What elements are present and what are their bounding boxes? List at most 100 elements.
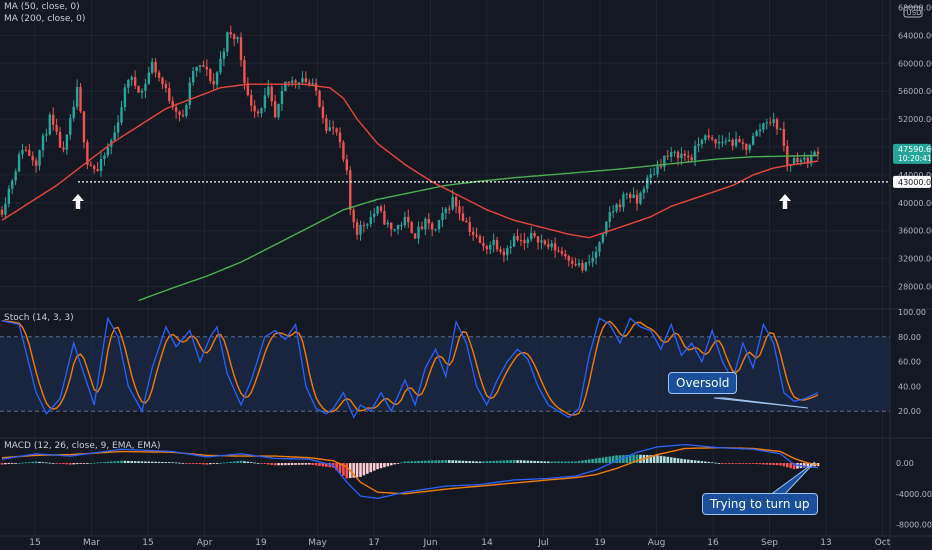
candle-body — [212, 80, 215, 85]
candle-body — [386, 222, 390, 225]
macd-histogram-bar — [499, 460, 502, 464]
macd-histogram-bar — [413, 461, 417, 464]
candle-body — [198, 65, 202, 67]
macd-histogram-bar — [21, 462, 24, 464]
candle-body — [755, 131, 758, 136]
countdown-label: 10:20:41 — [898, 154, 932, 163]
macd-histogram-bar — [772, 463, 775, 465]
macd-histogram-bar — [174, 462, 178, 464]
candle-body — [471, 231, 475, 235]
y-tick-label: 60000.00 — [898, 59, 932, 68]
candle-body — [581, 263, 584, 271]
macd-histogram-bar — [355, 463, 359, 478]
macd-histogram-bar — [762, 463, 765, 465]
candle-body — [390, 222, 393, 230]
candle-body — [362, 224, 366, 226]
macd-histogram-bar — [99, 462, 103, 464]
axes: 15 Mar 15 Apr 19 May 17 Jun 14 Jul 19 Aug 16 Sep 13 Oct… — [29, 3, 932, 548]
macd-histogram-bar — [68, 463, 72, 465]
macd-histogram-bar — [314, 463, 318, 466]
macd-histogram-bar — [645, 454, 649, 464]
macd-histogram-bar — [581, 460, 584, 464]
y-tick-label: 64000.00 — [898, 31, 932, 40]
macd-histogram-bar — [270, 463, 274, 465]
candle-body — [335, 128, 338, 133]
ma200-legend[interactable]: MA (200, close, 0) — [4, 14, 86, 24]
macd-histogram-bar — [55, 463, 58, 464]
candle-body — [751, 135, 755, 145]
macd-histogram-bar — [693, 460, 697, 464]
candle-body — [748, 144, 751, 150]
candle-body — [55, 124, 58, 132]
candle-body — [605, 221, 608, 234]
candle-body — [721, 141, 724, 143]
candle-body — [270, 86, 273, 102]
macd-histogram-bar — [765, 463, 769, 465]
candle-body — [243, 60, 246, 84]
macd-histogram-bar — [717, 463, 721, 464]
candle-body — [424, 218, 427, 230]
candle-body — [308, 82, 311, 85]
candle-body — [280, 91, 284, 104]
macd-tick-label: -8000.00 — [896, 520, 932, 529]
candle-body — [342, 142, 345, 160]
macd-histogram-bar — [45, 462, 48, 464]
macd-histogram-bar — [741, 463, 745, 464]
candle-body — [687, 155, 690, 158]
candle-body — [75, 87, 79, 107]
price-panel[interactable] — [0, 25, 890, 302]
macd-histogram-bar — [246, 461, 250, 464]
candle-body — [393, 229, 396, 231]
candle-body — [127, 79, 130, 88]
candle-body — [21, 149, 24, 155]
macd-histogram-bar — [690, 459, 693, 464]
macd-histogram-bar — [82, 463, 86, 464]
candle-body — [171, 100, 174, 108]
macd-histogram-bar — [226, 462, 229, 464]
candle-body — [349, 170, 352, 210]
candle-body — [796, 158, 799, 163]
turn-up-callout: Trying to turn up — [702, 493, 818, 515]
candle-body — [543, 240, 547, 245]
macd-histogram-bar — [502, 460, 506, 464]
candle-body — [140, 90, 144, 93]
candle-body — [130, 77, 133, 80]
candle-body — [410, 222, 413, 234]
candle-body — [775, 119, 779, 130]
macd-panel[interactable] — [0, 443, 820, 500]
candle-body — [461, 213, 465, 221]
candle-body — [588, 261, 591, 263]
stoch-legend[interactable]: Stoch (14, 3, 3) — [4, 313, 74, 323]
macd-histogram-bar — [215, 463, 219, 464]
candle-body — [642, 188, 646, 193]
candle-body — [482, 242, 485, 247]
macd-histogram-bar — [79, 463, 82, 464]
macd-histogram-bar — [24, 462, 28, 464]
candle-body — [437, 220, 441, 230]
macd-histogram-bar — [557, 461, 560, 464]
macd-histogram-bar — [519, 460, 523, 464]
x-tick-label: Sep — [761, 538, 778, 548]
macd-histogram-bar — [420, 460, 424, 464]
macd-legend[interactable]: MACD (12, 26, close, 9, EMA, EMA) — [4, 441, 161, 451]
macd-histogram-bar — [471, 461, 475, 464]
ma50-legend[interactable]: MA (50, close, 0) — [4, 2, 80, 12]
stochastic-panel[interactable] — [0, 316, 890, 419]
candle-body — [99, 159, 103, 171]
macd-histogram-bar — [4, 463, 7, 465]
macd-histogram-bar — [649, 455, 653, 464]
candle-body — [765, 122, 768, 124]
candle-body — [359, 224, 362, 235]
candle-body — [301, 78, 304, 83]
macd-histogram-bar — [256, 463, 260, 464]
candle-body — [4, 203, 7, 215]
macd-histogram-bar — [707, 461, 711, 464]
macd-histogram-bar — [782, 463, 786, 467]
macd-histogram-bar — [212, 463, 215, 464]
candle-body — [311, 83, 314, 85]
candle-body — [222, 51, 226, 59]
candle-body — [506, 248, 509, 256]
candle-body — [229, 32, 232, 35]
macd-histogram-bar — [758, 463, 762, 465]
